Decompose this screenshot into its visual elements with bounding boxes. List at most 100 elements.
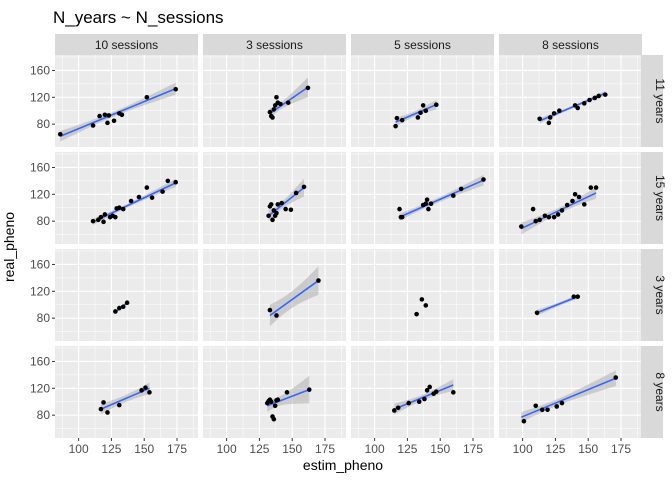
- data-point: [593, 185, 599, 190]
- data-point: [533, 403, 539, 409]
- data-point: [588, 185, 594, 190]
- data-point: [602, 92, 608, 97]
- data-point: [534, 310, 540, 316]
- row-strip-background: [641, 249, 663, 341]
- facet-panel-1-3: [499, 152, 642, 244]
- column-strip-background: [203, 34, 346, 55]
- data-point: [274, 210, 279, 216]
- data-point: [102, 212, 108, 217]
- data-point: [285, 100, 291, 105]
- facet-panel-1-2: [351, 152, 494, 244]
- data-point: [116, 305, 122, 311]
- facet-panel-3-2: [351, 346, 494, 438]
- data-point: [545, 407, 550, 413]
- confidence-ribbon: [269, 77, 308, 119]
- y-tick-label: 160: [30, 63, 50, 77]
- facet-panel-3-3: [499, 346, 642, 438]
- fit-line: [399, 179, 484, 218]
- data-point: [572, 192, 578, 197]
- confidence-ribbon: [268, 178, 304, 222]
- x-tick-label: 125: [101, 442, 121, 456]
- column-strip-background: [499, 34, 642, 55]
- x-tick-label: 100: [69, 442, 89, 456]
- confidence-ribbon: [269, 266, 319, 327]
- row-strip-background: [641, 152, 663, 244]
- data-point: [530, 206, 536, 212]
- facet-panel-0-2: [351, 55, 494, 147]
- data-point: [101, 400, 106, 405]
- data-point: [555, 212, 561, 217]
- data-point: [116, 205, 122, 211]
- data-point: [105, 410, 110, 415]
- data-point: [101, 219, 106, 225]
- data-point: [274, 313, 279, 318]
- row-strip-label: 15 years: [653, 175, 667, 221]
- data-point: [419, 297, 425, 302]
- facet-panel-2-0: [55, 249, 198, 341]
- row-strip-background: [641, 55, 663, 147]
- data-point: [283, 206, 288, 212]
- data-point: [113, 309, 118, 314]
- row-strip-label: 8 years: [653, 372, 667, 411]
- series-8-years-10-sessions: [98, 382, 152, 415]
- data-point: [270, 217, 275, 223]
- data-point: [394, 115, 400, 121]
- data-point: [272, 403, 278, 409]
- data-point: [149, 195, 155, 200]
- data-point: [173, 179, 178, 185]
- facet-panel-0-0: [55, 55, 198, 147]
- series-15-years-8-sessions: [519, 185, 599, 235]
- data-point: [116, 402, 122, 408]
- data-point: [144, 95, 150, 100]
- data-point: [433, 102, 439, 107]
- data-point: [422, 396, 427, 402]
- data-point: [406, 400, 412, 406]
- data-point: [90, 123, 96, 128]
- x-tick-label: 100: [365, 442, 385, 456]
- data-point: [546, 120, 552, 126]
- series-15-years-10-sessions: [90, 178, 178, 225]
- series-3-years-5-sessions: [414, 297, 429, 317]
- fit-line: [269, 86, 309, 115]
- series-3-years-8-sessions: [534, 294, 581, 316]
- data-point: [399, 214, 405, 220]
- x-axis-label: estim_pheno: [303, 457, 383, 473]
- x-tick-label: 175: [167, 442, 187, 456]
- data-point: [173, 86, 178, 92]
- data-point: [575, 105, 581, 111]
- data-point: [542, 213, 548, 219]
- data-point: [275, 397, 281, 403]
- data-point: [102, 112, 108, 118]
- data-point: [57, 131, 63, 137]
- data-point: [288, 207, 294, 213]
- data-point: [415, 115, 421, 120]
- data-point: [143, 385, 148, 390]
- data-point: [551, 214, 557, 220]
- data-point: [519, 224, 524, 229]
- data-point: [427, 384, 433, 390]
- x-tick-label: 175: [315, 442, 335, 456]
- data-point: [592, 95, 598, 101]
- data-point: [570, 198, 575, 204]
- data-point: [416, 399, 422, 405]
- data-point: [414, 311, 419, 317]
- data-point: [613, 375, 619, 380]
- series-8-years-8-sessions: [520, 370, 619, 424]
- data-point: [120, 304, 126, 310]
- data-point: [316, 278, 321, 283]
- series-11-years-10-sessions: [57, 82, 178, 142]
- data-point: [559, 400, 565, 406]
- data-point: [274, 95, 279, 100]
- data-point: [98, 406, 104, 412]
- column-strip-label: 10 sessions: [95, 38, 158, 52]
- data-point: [546, 214, 552, 220]
- data-point: [111, 118, 117, 124]
- facet-panel-0-1: [203, 55, 346, 147]
- facet-panel-1-0: [55, 152, 198, 244]
- data-point: [268, 202, 274, 207]
- data-point: [564, 202, 570, 208]
- x-tick-label: 125: [397, 442, 417, 456]
- column-strip-background: [351, 34, 494, 55]
- data-point: [275, 202, 281, 207]
- x-tick-label: 100: [217, 442, 237, 456]
